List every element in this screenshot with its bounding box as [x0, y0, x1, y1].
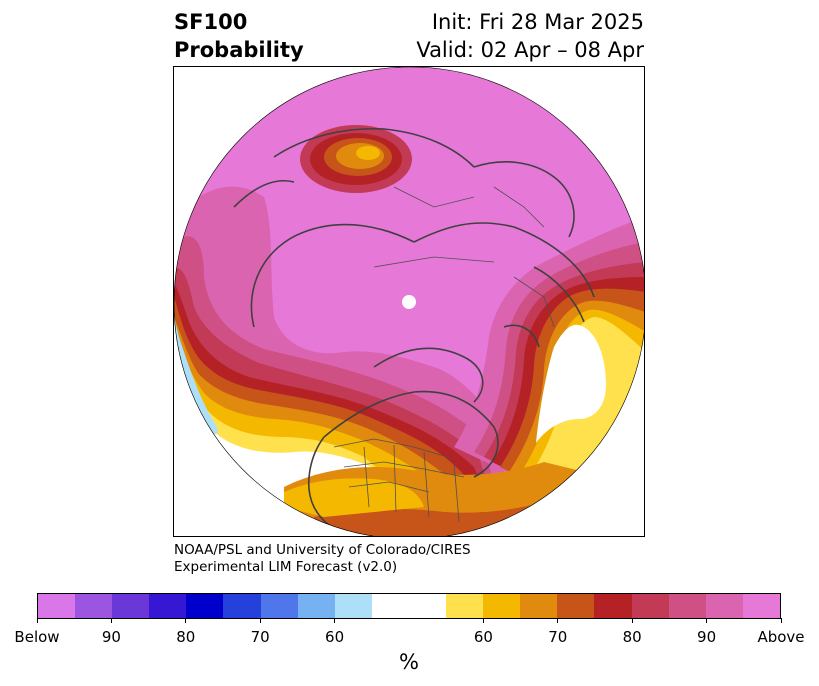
credit-line-2: Experimental LIM Forecast (v2.0) [174, 559, 398, 575]
colorbar-tick-mark [780, 618, 782, 623]
contour-ring-55 [356, 146, 380, 160]
colorbar-segment [594, 594, 632, 618]
polar-map [173, 66, 645, 537]
polar-stereographic-plot [174, 67, 644, 536]
colorbar-tick-mark [706, 618, 708, 623]
colorbar-tick-mark [36, 618, 38, 623]
colorbar-tick-mark [631, 618, 633, 623]
credit-line-1: NOAA/PSL and University of Colorado/CIRE… [174, 542, 471, 558]
valid-range: Valid: 02 Apr – 08 Apr [416, 38, 644, 62]
colorbar-segment [705, 594, 743, 618]
colorbar-tick-label: 90 [101, 628, 121, 646]
colorbar-segment [260, 594, 298, 618]
colorbar-segment [483, 594, 521, 618]
colorbar-tick-label: 60 [473, 628, 493, 646]
colorbar-segment [446, 594, 484, 618]
colorbar-tick-label: 80 [176, 628, 196, 646]
colorbar-segment [38, 594, 76, 618]
colorbar-tick-mark [482, 618, 484, 623]
colorbar-segment [371, 594, 447, 618]
colorbar-tick-label: 70 [250, 628, 270, 646]
colorbar-tick-mark [334, 618, 336, 623]
colorbar-tick-label: Below [14, 628, 60, 646]
variable-subtitle: Probability [174, 38, 304, 62]
colorbar-tick-label: 60 [325, 628, 345, 646]
colorbar [37, 593, 781, 619]
colorbar-segment [186, 594, 224, 618]
colorbar-segment [112, 594, 150, 618]
colorbar-tick-label: 80 [622, 628, 642, 646]
init-date: Init: Fri 28 Mar 2025 [431, 10, 644, 34]
colorbar-tick-mark [259, 618, 261, 623]
contour-south-55 [284, 478, 424, 517]
colorbar-segment [334, 594, 372, 618]
colorbar-tick-label: Above [757, 628, 805, 646]
colorbar-segment [631, 594, 669, 618]
political-boundaries [333, 186, 555, 523]
colorbar-segment [742, 594, 780, 618]
colorbar-segment [297, 594, 335, 618]
colorbar-segment [223, 594, 261, 618]
colorbar-segment [75, 594, 113, 618]
colorbar-tick-label: 90 [697, 628, 717, 646]
colorbar-tick-mark [557, 618, 559, 623]
map-title: SF100 Probability [174, 8, 304, 64]
credit-text: NOAA/PSL and University of Colorado/CIRE… [174, 542, 471, 576]
forecast-dates: Init: Fri 28 Mar 2025 Valid: 02 Apr – 08… [416, 8, 644, 64]
colorbar-tick-label: 70 [548, 628, 568, 646]
colorbar-tick-mark [185, 618, 187, 623]
colorbar-unit: % [399, 650, 419, 674]
coastlines [233, 127, 595, 536]
colorbar-segment [520, 594, 558, 618]
north-pole-mask [402, 295, 416, 309]
colorbar-segment [668, 594, 706, 618]
contour-east-neutral [536, 324, 606, 443]
colorbar-segment [149, 594, 187, 618]
colorbar-segment [557, 594, 595, 618]
variable-name: SF100 [174, 10, 248, 34]
colorbar-tick-mark [110, 618, 112, 623]
